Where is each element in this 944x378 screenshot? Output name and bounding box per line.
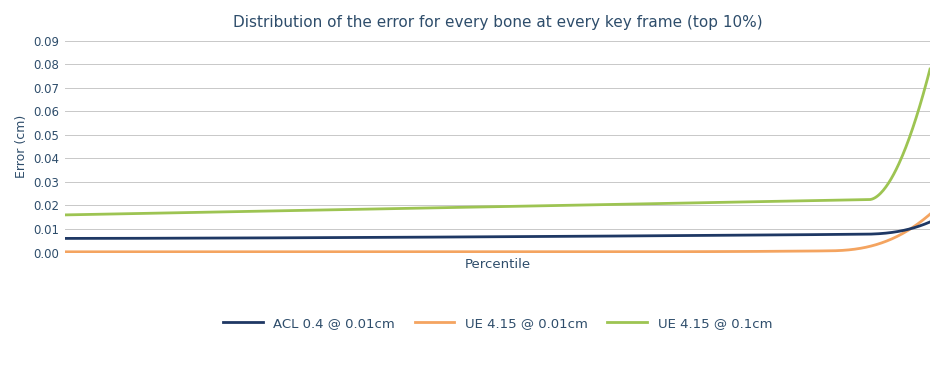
Line: UE 4.15 @ 0.1cm: UE 4.15 @ 0.1cm xyxy=(65,69,929,215)
ACL 0.4 @ 0.01cm xyxy=(652,234,664,238)
UE 4.15 @ 0.01cm xyxy=(749,249,760,254)
UE 4.15 @ 0.1cm xyxy=(652,201,664,206)
UE 4.15 @ 0.01cm xyxy=(409,249,420,254)
Title: Distribution of the error for every bone at every key frame (top 10%): Distribution of the error for every bone… xyxy=(232,15,762,30)
Line: UE 4.15 @ 0.01cm: UE 4.15 @ 0.01cm xyxy=(65,214,929,252)
ACL 0.4 @ 0.01cm xyxy=(440,235,451,239)
UE 4.15 @ 0.1cm xyxy=(440,205,451,210)
UE 4.15 @ 0.1cm xyxy=(923,67,935,71)
UE 4.15 @ 0.1cm xyxy=(147,211,159,215)
X-axis label: Percentile: Percentile xyxy=(464,258,531,271)
UE 4.15 @ 0.01cm xyxy=(923,212,935,217)
UE 4.15 @ 0.01cm xyxy=(59,249,71,254)
UE 4.15 @ 0.1cm xyxy=(409,206,420,211)
UE 4.15 @ 0.1cm xyxy=(749,200,760,204)
Line: ACL 0.4 @ 0.01cm: ACL 0.4 @ 0.01cm xyxy=(65,222,929,239)
UE 4.15 @ 0.01cm xyxy=(652,249,664,254)
UE 4.15 @ 0.01cm xyxy=(147,249,159,254)
ACL 0.4 @ 0.01cm xyxy=(923,220,935,224)
UE 4.15 @ 0.01cm xyxy=(440,249,451,254)
ACL 0.4 @ 0.01cm xyxy=(59,236,71,241)
ACL 0.4 @ 0.01cm xyxy=(147,236,159,240)
UE 4.15 @ 0.01cm xyxy=(733,249,745,254)
Legend: ACL 0.4 @ 0.01cm, UE 4.15 @ 0.01cm, UE 4.15 @ 0.1cm: ACL 0.4 @ 0.01cm, UE 4.15 @ 0.01cm, UE 4… xyxy=(217,312,777,336)
UE 4.15 @ 0.1cm xyxy=(733,200,745,204)
UE 4.15 @ 0.1cm xyxy=(59,213,71,217)
Y-axis label: Error (cm): Error (cm) xyxy=(15,115,28,178)
ACL 0.4 @ 0.01cm xyxy=(409,235,420,240)
ACL 0.4 @ 0.01cm xyxy=(749,233,760,237)
ACL 0.4 @ 0.01cm xyxy=(733,233,745,237)
